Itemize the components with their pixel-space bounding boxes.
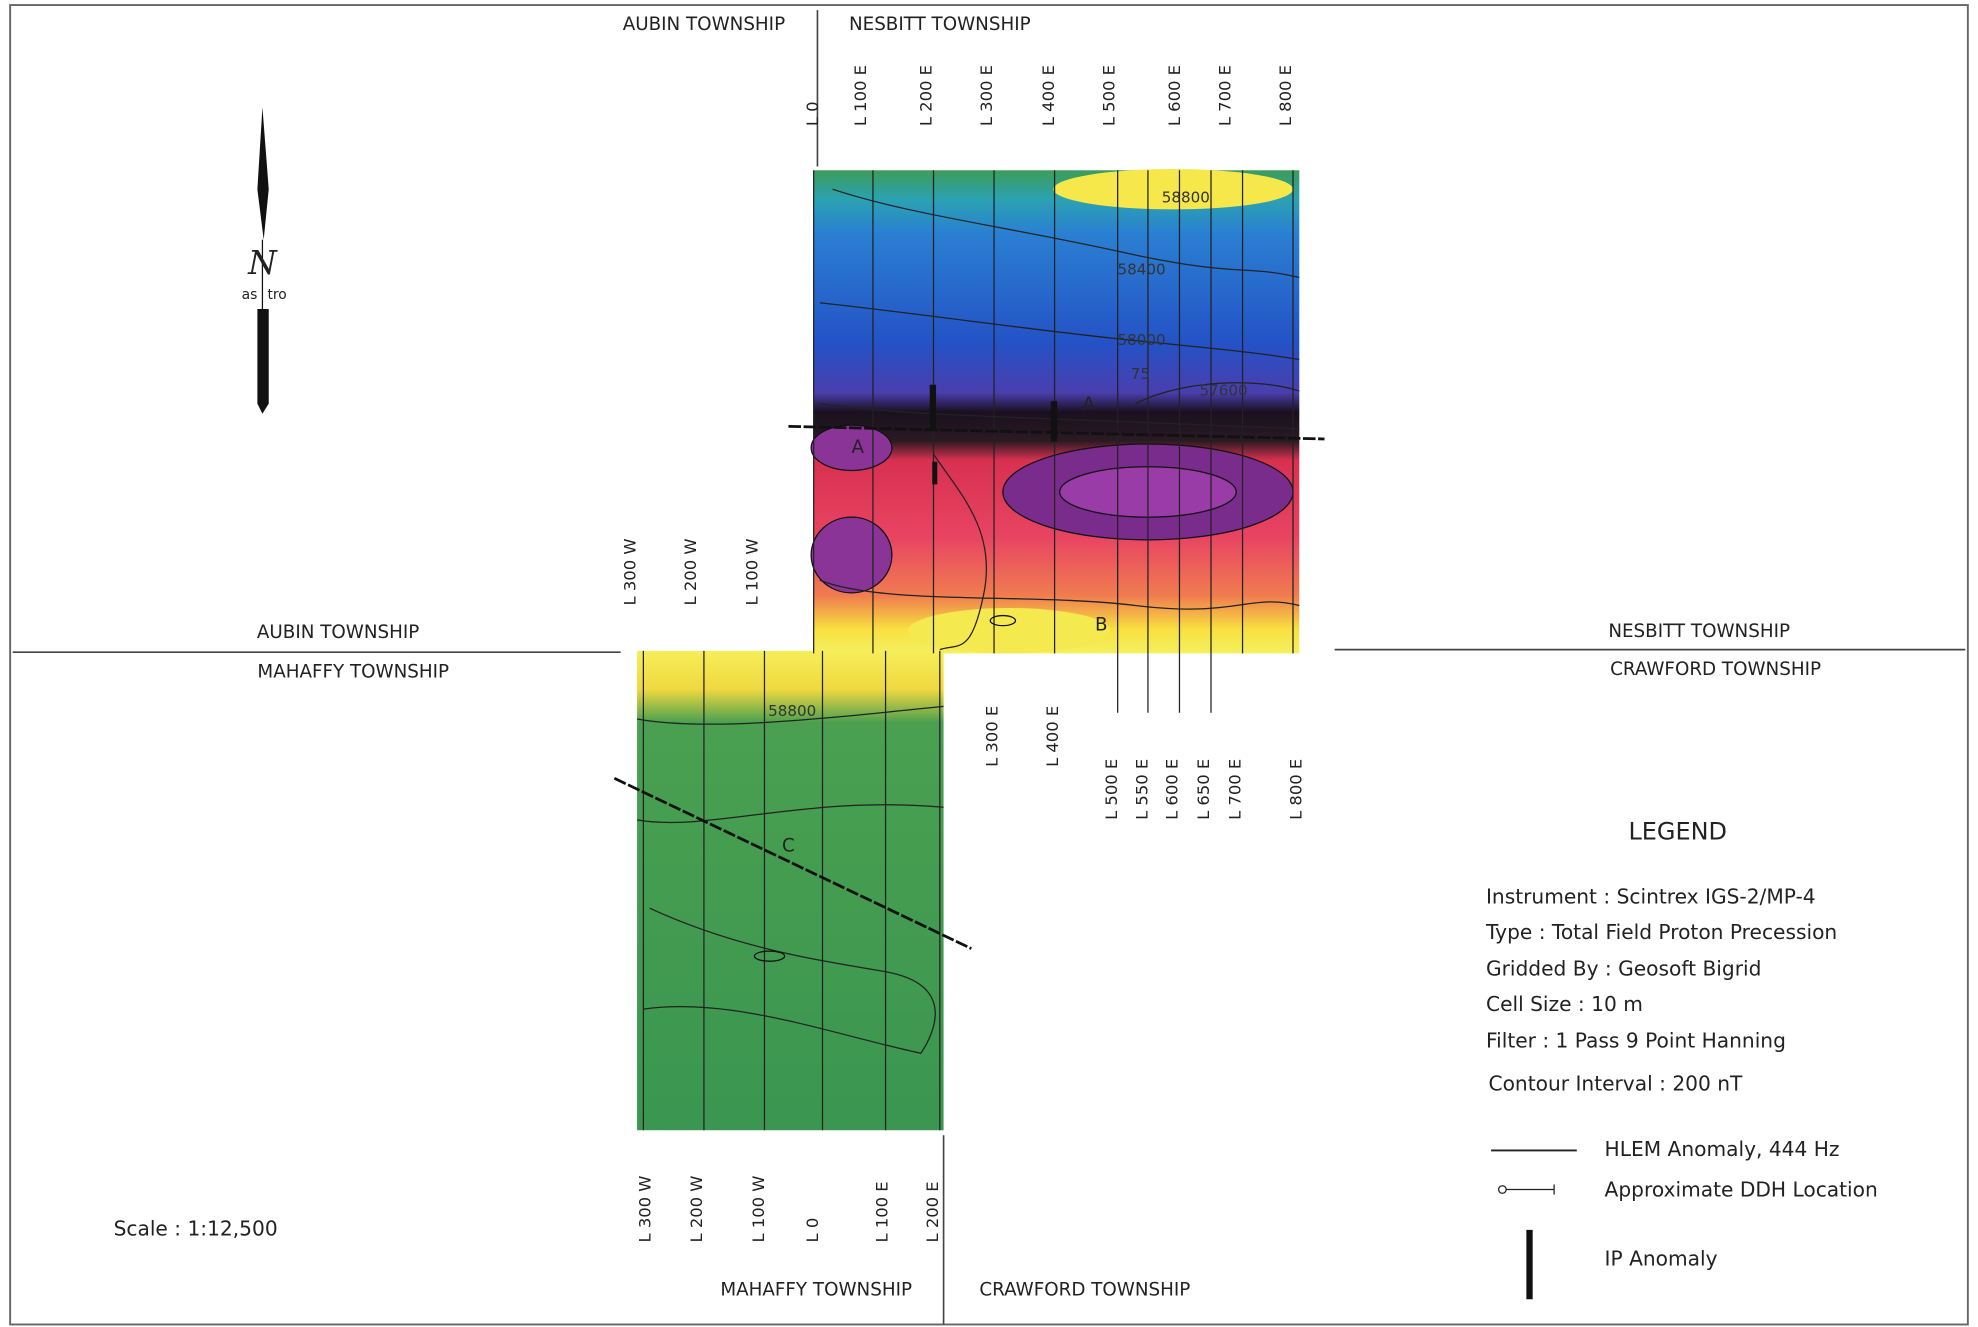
line-label: L 0 [803, 101, 822, 126]
line-label: L 500 E [1100, 65, 1119, 126]
legend-ddh-symbol [1499, 1184, 1555, 1194]
legend-symbol-label: HLEM Anomaly, 444 Hz [1605, 1137, 1840, 1161]
legend-item: Gridded By : Geosoft Bigrid [1486, 957, 1761, 981]
line-label: L 100 W [743, 538, 762, 605]
township-label: AUBIN TOWNSHIP [257, 622, 419, 643]
legend-title: LEGEND [1628, 818, 1727, 846]
contour-label: 58000 [1118, 331, 1166, 349]
anomaly-label: A [852, 437, 865, 458]
north-note: tro [267, 287, 286, 303]
legend-ip-symbol [1526, 1230, 1532, 1299]
line-label: L 200 E [917, 65, 936, 126]
contour-label: 58800 [1162, 189, 1210, 207]
survey-map: N as tro AUBIN TOWNSHIP NESBITT TOWNSHIP… [0, 0, 1978, 1327]
legend-item: Cell Size : 10 m [1486, 992, 1643, 1016]
line-label: L 100 E [873, 1181, 892, 1242]
line-label: L 800 E [1276, 65, 1295, 126]
anomaly-label: A [1082, 394, 1095, 415]
line-label: L 600 E [1163, 759, 1182, 820]
township-label: AUBIN TOWNSHIP [623, 14, 785, 35]
line-label: L 100 W [749, 1176, 768, 1243]
township-label: NESBITT TOWNSHIP [1608, 621, 1790, 642]
line-label: L 0 [803, 1218, 822, 1243]
line-label: L 550 E [1132, 759, 1151, 820]
line-label: L 400 E [1039, 65, 1058, 126]
legend-item: Instrument : Scintrex IGS-2/MP-4 [1486, 885, 1816, 909]
line-label: L 500 E [1102, 759, 1121, 820]
line-label: L 200 E [923, 1181, 942, 1242]
contour-label: 58800 [768, 702, 816, 720]
contour-label: 75 [1131, 365, 1150, 383]
line-label: L 650 E [1194, 759, 1213, 820]
line-label: L 800 E [1286, 759, 1305, 820]
line-label: L 300 W [620, 538, 639, 605]
line-label: L 700 E [1226, 759, 1245, 820]
contour-label: 57600 [1200, 382, 1248, 400]
township-label: CRAWFORD TOWNSHIP [1610, 659, 1821, 680]
line-label: L 100 E [851, 65, 870, 126]
line-label: L 200 W [681, 538, 700, 605]
township-label: MAHAFFY TOWNSHIP [257, 661, 449, 682]
legend-symbol-label: Approximate DDH Location [1605, 1177, 1878, 1201]
north-note: as [242, 287, 258, 303]
legend-symbol-label: IP Anomaly [1605, 1247, 1718, 1271]
anomaly-label: B [1095, 615, 1108, 636]
north-label: N [247, 244, 278, 282]
line-label: L 300 E [977, 65, 996, 126]
line-label: L 700 E [1216, 65, 1235, 126]
township-label: NESBITT TOWNSHIP [849, 14, 1031, 35]
legend-item: Filter : 1 Pass 9 Point Hanning [1486, 1028, 1786, 1052]
line-label: L 400 E [1043, 706, 1062, 767]
scale: Scale : 1:12,500 [114, 1216, 278, 1240]
magnetic-grid-south [637, 651, 944, 1130]
line-label: L 200 W [687, 1176, 706, 1243]
legend-item: Contour Interval : 200 nT [1489, 1071, 1744, 1095]
line-label: L 300 E [982, 706, 1001, 767]
contour-label: 58400 [1118, 260, 1166, 278]
township-label: CRAWFORD TOWNSHIP [979, 1279, 1190, 1300]
township-label: MAHAFFY TOWNSHIP [720, 1279, 912, 1300]
line-label: L 300 W [635, 1176, 654, 1243]
anomaly-label: C [782, 835, 795, 856]
legend-item: Type : Total Field Proton Precession [1485, 920, 1837, 944]
line-label: L 600 E [1165, 65, 1184, 126]
